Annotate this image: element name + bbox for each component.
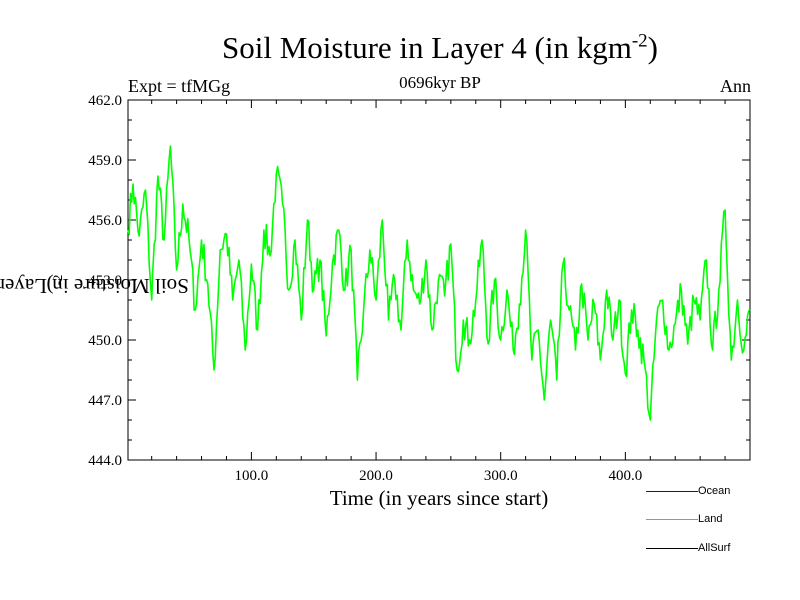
chart-title: Soil Moisture in Layer 4 (in kgm-2) bbox=[222, 30, 658, 65]
legend-item-land: Land bbox=[646, 511, 766, 527]
y-tick-label: 453.0 bbox=[88, 273, 122, 289]
legend-label-land: Land bbox=[698, 513, 723, 525]
x-tick-label: 200.0 bbox=[359, 468, 393, 484]
season-label: Ann bbox=[720, 76, 751, 96]
x-tick-label: 400.0 bbox=[608, 468, 642, 484]
legend-swatch-ocean bbox=[646, 491, 698, 492]
chart-title-superscript: -2 bbox=[631, 30, 648, 52]
y-axis-ticks: 444.0 447.0 450.0 453.0 456.0 459.0 462.0 bbox=[88, 93, 750, 469]
y-tick-label: 447.0 bbox=[88, 393, 122, 409]
x-tick-label: 100.0 bbox=[235, 468, 269, 484]
legend-swatch-land bbox=[646, 519, 698, 520]
x-axis-ticks: 100.0 200.0 300.0 400.0 bbox=[151, 100, 726, 484]
y-tick-label: 444.0 bbox=[88, 453, 122, 469]
legend-swatch-allsurf bbox=[646, 548, 698, 549]
legend-label-allsurf: AllSurf bbox=[698, 542, 731, 554]
y-tick-label: 450.0 bbox=[88, 333, 122, 349]
x-tick-label: 300.0 bbox=[484, 468, 518, 484]
experiment-label: Expt = tfMGg bbox=[128, 76, 231, 96]
legend-item-allsurf: AllSurf bbox=[646, 540, 766, 556]
y-tick-label: 459.0 bbox=[88, 153, 122, 169]
y-tick-label: 462.0 bbox=[88, 93, 122, 109]
series-land-line bbox=[127, 145, 751, 421]
x-axis-label: Time (in years since start) bbox=[329, 486, 549, 510]
legend: Ocean Land AllSurf bbox=[646, 483, 766, 563]
y-tick-label: 456.0 bbox=[88, 213, 122, 229]
legend-label-ocean: Ocean bbox=[698, 485, 731, 497]
chart-subtitle: 0696kyr BP bbox=[399, 73, 481, 92]
legend-item-ocean: Ocean bbox=[646, 483, 766, 499]
